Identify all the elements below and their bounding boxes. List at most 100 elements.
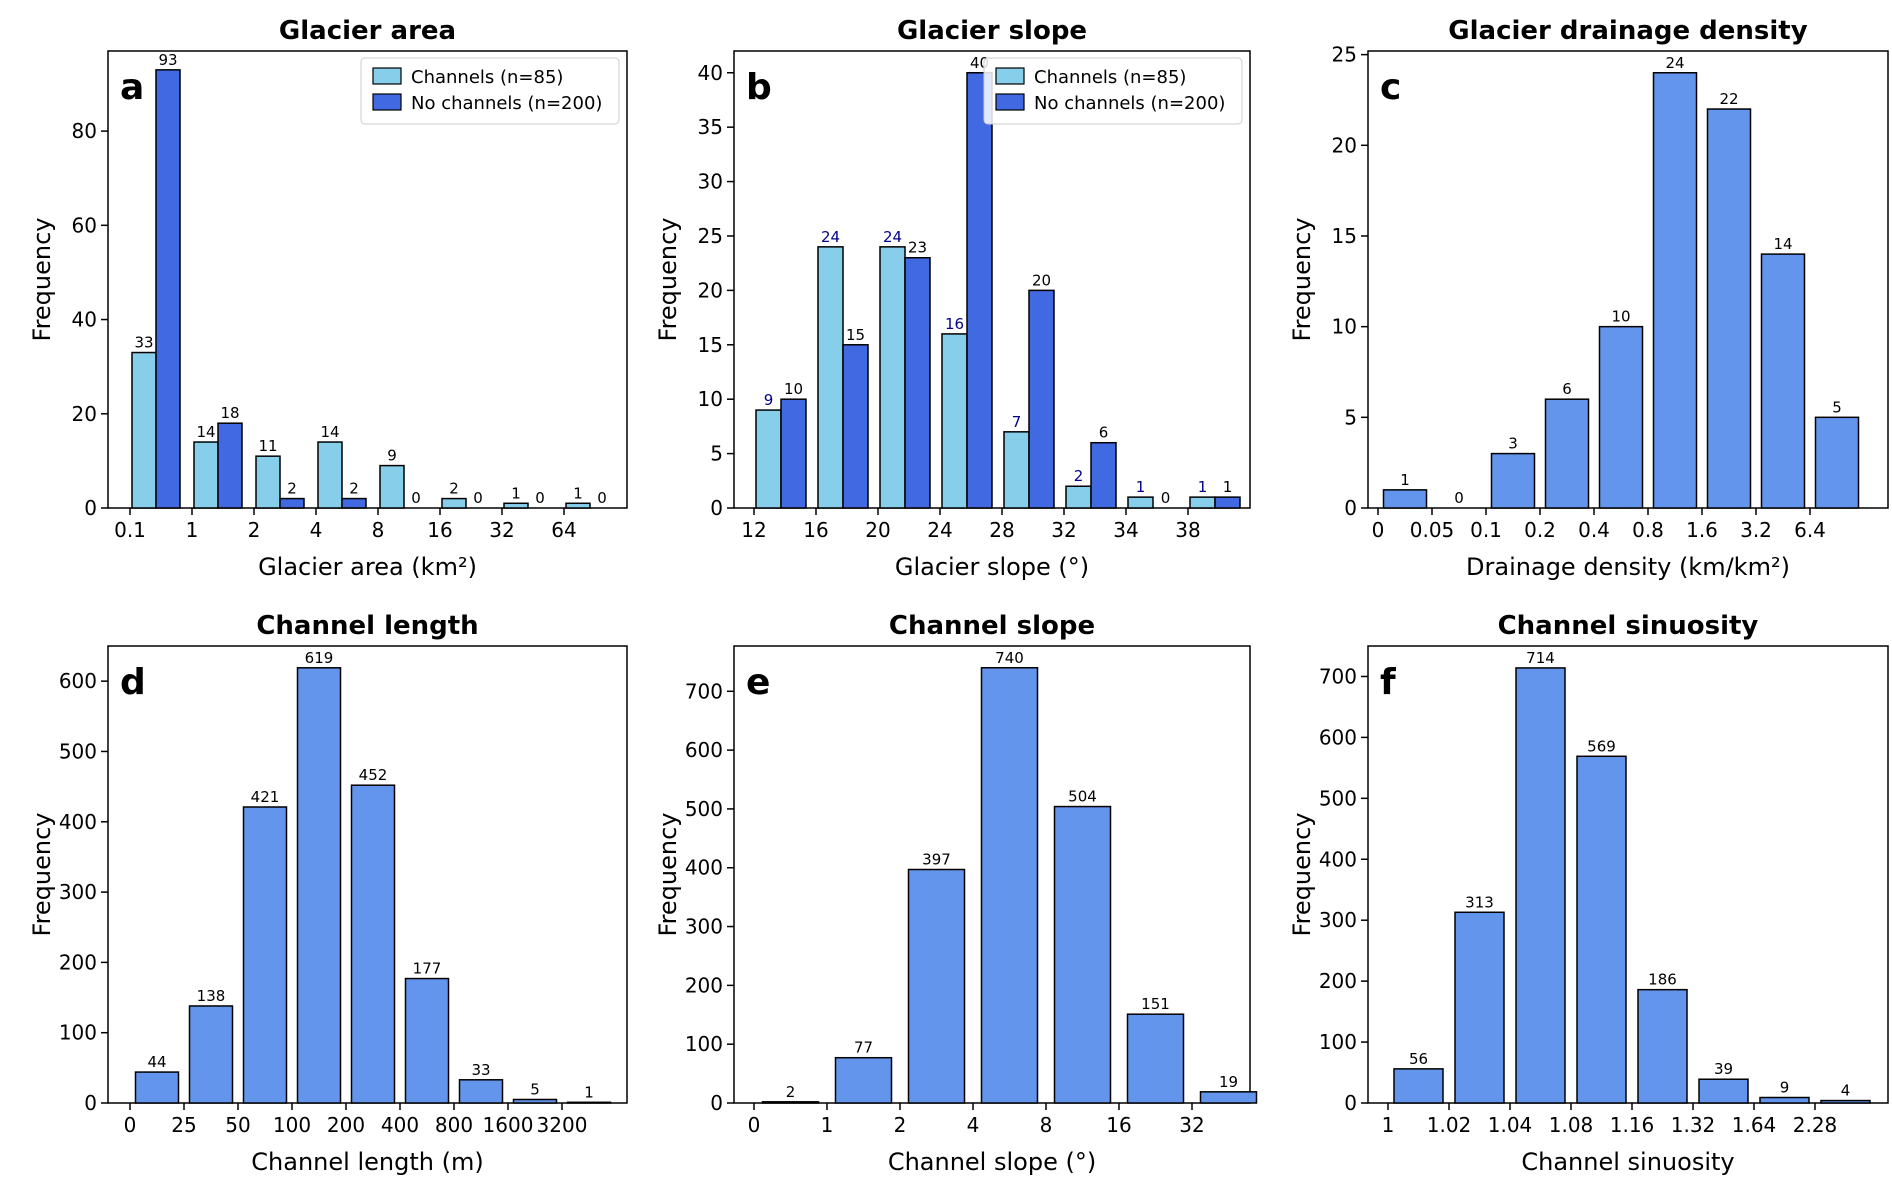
bar-value-label: 7	[1012, 413, 1022, 431]
y-tick-label: 600	[1319, 725, 1357, 749]
y-axis-label: Frequency	[654, 218, 682, 342]
bar-value-label: 1	[1198, 478, 1208, 496]
bar-value-label: 4	[1841, 1082, 1851, 1100]
legend-swatch	[372, 67, 402, 85]
bar	[341, 497, 367, 509]
bar-value-label: 6	[1562, 380, 1572, 398]
bar-value-label: 16	[945, 315, 964, 333]
bar	[1065, 485, 1092, 509]
x-axis-label: Channel sinuosity	[1521, 1148, 1734, 1176]
y-tick-label: 0	[84, 1091, 97, 1115]
x-tick-label: 400	[381, 1113, 419, 1137]
y-tick-label: 20	[72, 402, 97, 426]
y-tick-label: 500	[59, 739, 97, 763]
x-tick-label: 0	[1372, 518, 1385, 542]
bar	[1214, 496, 1241, 509]
chart-title: Glacier drainage density	[1448, 16, 1807, 46]
legend: Channels (n=85) No channels (n=200)	[983, 57, 1243, 125]
y-axis-label: Frequency	[1288, 813, 1316, 937]
bar-value-label: 0	[411, 489, 421, 507]
y-tick-label: 15	[1332, 224, 1357, 248]
bar	[1698, 1078, 1749, 1104]
panel-d: Channel length d 0 100 200 300 400 500 600 0 25 50 1…	[28, 611, 628, 1176]
x-tick-label: 2	[248, 518, 261, 542]
x-tick-label: 0.05	[1410, 518, 1455, 542]
bar-value-label: 56	[1409, 1050, 1428, 1068]
bar	[296, 667, 342, 1104]
x-tick-label: 0.1	[114, 518, 146, 542]
bar	[1706, 108, 1752, 509]
bar-value-label: 14	[320, 423, 339, 441]
y-axis-label: Frequency	[28, 218, 56, 342]
x-tick-label: 20	[865, 518, 890, 542]
bar	[1598, 325, 1644, 509]
x-axis-label: Channel length (m)	[251, 1148, 483, 1176]
bar-value-label: 569	[1587, 737, 1616, 755]
chart-title: Glacier slope	[897, 16, 1087, 46]
y-tick-label: 600	[59, 669, 97, 693]
y-tick-label: 30	[698, 170, 723, 194]
y-tick-label: 10	[1332, 315, 1357, 339]
bar	[1382, 489, 1428, 509]
bar	[1637, 988, 1688, 1104]
bar-value-label: 44	[147, 1053, 166, 1071]
bar-value-label: 19	[1219, 1073, 1238, 1091]
bar-value-label: 39	[1714, 1060, 1733, 1078]
bar-value-label: 452	[359, 766, 388, 784]
x-tick-label: 64	[551, 518, 576, 542]
bar-value-label: 9	[764, 391, 774, 409]
bar-value-label: 421	[251, 788, 280, 806]
bar-value-label: 0	[1454, 489, 1464, 507]
bar-value-label: 93	[158, 51, 177, 69]
bar	[879, 246, 906, 509]
bar	[1814, 416, 1860, 509]
bar	[1759, 1096, 1810, 1104]
bar-value-label: 619	[305, 649, 334, 667]
bar	[761, 1101, 820, 1104]
bar-value-label: 15	[846, 326, 865, 344]
bar	[1393, 1068, 1444, 1104]
bar	[379, 464, 405, 509]
y-tick-label: 100	[59, 1021, 97, 1045]
bar	[1515, 667, 1566, 1104]
bar	[512, 1098, 558, 1104]
y-tick-label: 500	[685, 797, 723, 821]
bar	[565, 502, 591, 509]
chart-title: Channel sinuosity	[1498, 611, 1759, 641]
x-tick-label: 1.6	[1686, 518, 1718, 542]
bar	[966, 72, 993, 509]
x-axis-label: Glacier slope (°)	[895, 553, 1089, 581]
x-tick-label: 1.64	[1732, 1113, 1777, 1137]
bar-value-label: 504	[1068, 788, 1097, 806]
panel-letter: f	[1380, 662, 1396, 703]
y-tick-label: 200	[685, 973, 723, 997]
y-tick-label: 400	[59, 810, 97, 834]
y-tick-label: 5	[710, 442, 723, 466]
bar-value-label: 186	[1648, 971, 1677, 989]
x-tick-label: 8	[372, 518, 385, 542]
bar-value-label: 5	[530, 1080, 540, 1098]
bar	[1454, 911, 1505, 1104]
bar-value-label: 0	[1161, 489, 1171, 507]
x-tick-label: 100	[273, 1113, 311, 1137]
x-tick-label: 0.8	[1632, 518, 1664, 542]
bar	[566, 1101, 612, 1104]
x-tick-label: 16	[1106, 1113, 1131, 1137]
x-tick-label: 16	[427, 518, 452, 542]
y-tick-label: 500	[1319, 786, 1357, 810]
y-axis-label: Frequency	[28, 813, 56, 937]
bar	[317, 441, 343, 509]
legend-swatch	[995, 67, 1025, 85]
x-tick-label: 1.04	[1488, 1113, 1533, 1137]
bar-value-label: 1	[584, 1083, 594, 1101]
bar-value-label: 18	[220, 404, 239, 422]
y-tick-label: 20	[1332, 133, 1357, 157]
bar	[134, 1071, 180, 1104]
legend-label: No channels (n=200)	[411, 93, 602, 114]
bar-value-label: 313	[1465, 893, 1494, 911]
axes-frame	[1367, 645, 1889, 1104]
y-tick-label: 700	[685, 679, 723, 703]
x-tick-label: 2.28	[1793, 1113, 1838, 1137]
y-tick-label: 200	[59, 950, 97, 974]
bar	[193, 441, 219, 509]
